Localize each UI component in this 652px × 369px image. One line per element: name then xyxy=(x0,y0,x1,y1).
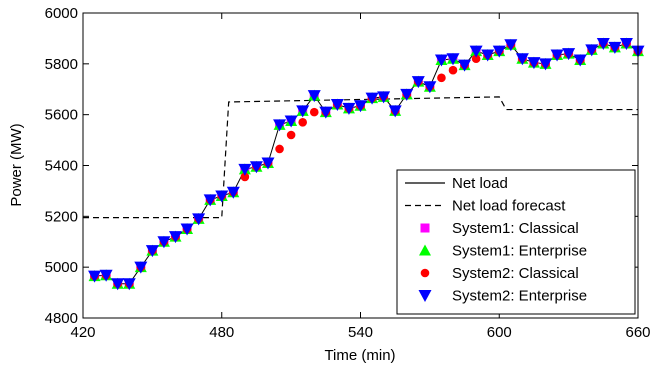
system2-enterprise-point xyxy=(446,53,460,66)
legend-label-net-load: Net load xyxy=(452,175,508,192)
y-tick-label: 5600 xyxy=(45,107,78,124)
system2-enterprise-point xyxy=(284,115,298,128)
legend-label-system2-enterprise: System2: Enterprise xyxy=(452,288,587,305)
markers-group xyxy=(88,37,645,291)
system2-enterprise-point xyxy=(307,90,321,103)
system2-enterprise-point xyxy=(122,278,136,291)
system2-enterprise-point xyxy=(203,194,217,207)
system2-enterprise-point xyxy=(157,236,171,249)
system2-enterprise-point xyxy=(319,106,333,119)
system2-enterprise-point xyxy=(111,278,125,291)
system2-enterprise-point xyxy=(342,102,356,115)
system2-enterprise-point xyxy=(226,186,240,199)
system2-enterprise-point xyxy=(481,49,495,62)
system2-enterprise-point xyxy=(423,81,437,94)
y-axis: 4800 5000 5200 5400 5600 5800 6000 xyxy=(45,5,638,327)
y-tick-label: 6000 xyxy=(45,5,78,22)
system2-enterprise-point xyxy=(515,53,529,66)
system2-enterprise-point xyxy=(238,163,252,176)
system2-enterprise-point xyxy=(585,44,599,57)
legend-label-system2-classical: System2: Classical xyxy=(452,265,579,282)
legend-label-system1-enterprise: System1: Enterprise xyxy=(452,243,587,260)
system2-enterprise-point xyxy=(388,105,402,118)
legend-box xyxy=(396,169,636,315)
system2-enterprise-point xyxy=(145,245,159,258)
x-tick-label: 420 xyxy=(70,324,95,341)
system2-enterprise-point xyxy=(596,38,610,50)
system2-enterprise-point xyxy=(377,91,391,104)
system2-enterprise-point xyxy=(249,161,263,174)
system2-enterprise-point xyxy=(434,54,448,67)
y-tick-label: 5400 xyxy=(45,158,78,175)
y-axis-title: Power (MW) xyxy=(8,123,25,206)
system2-enterprise-point xyxy=(469,45,483,58)
system2-enterprise-point xyxy=(273,119,287,132)
system2-classical-point xyxy=(471,54,481,64)
legend: Net load Net load forecast System1: Classi… xyxy=(396,169,636,315)
system2-enterprise-point xyxy=(550,49,564,62)
system2-enterprise-point xyxy=(400,88,414,101)
y-tick-label: 5800 xyxy=(45,56,78,73)
legend-swatch-system2-classical xyxy=(420,268,430,278)
system2-enterprise-point xyxy=(539,58,552,71)
system2-enterprise-point xyxy=(492,45,506,58)
system2-enterprise-point xyxy=(619,38,633,50)
y-tick-label: 5000 xyxy=(45,259,78,276)
x-axis: 420 480 540 600 660 xyxy=(70,13,651,341)
legend-swatch-system1-classical xyxy=(420,223,430,233)
legend-label-net-load-forecast: Net load forecast xyxy=(452,198,566,215)
legend-swatch-system2-enterprise xyxy=(418,290,432,302)
x-tick-label: 600 xyxy=(487,324,512,341)
system2-enterprise-point xyxy=(261,157,275,170)
system2-enterprise-point xyxy=(562,48,576,61)
x-tick-label: 540 xyxy=(348,324,373,341)
system2-enterprise-point xyxy=(504,39,518,52)
system2-classical-point xyxy=(448,65,458,75)
y-tick-label: 4800 xyxy=(45,310,78,327)
system2-classical-point xyxy=(298,117,307,127)
system2-enterprise-point xyxy=(573,54,587,67)
system2-enterprise-point xyxy=(458,59,472,72)
x-axis-title: Time (min) xyxy=(324,347,395,364)
system2-enterprise-point xyxy=(134,261,148,274)
system2-enterprise-point xyxy=(180,223,194,236)
x-tick-label: 480 xyxy=(209,324,234,341)
system2-classical-point xyxy=(275,144,284,154)
system2-enterprise-point xyxy=(88,270,102,283)
system2-classical-point xyxy=(437,73,446,83)
system2-enterprise-point xyxy=(296,105,310,118)
system2-enterprise-point xyxy=(215,190,229,203)
system2-classical-point xyxy=(286,130,296,140)
system2-enterprise-point xyxy=(608,41,622,54)
y-tick-label: 5200 xyxy=(45,208,78,225)
system2-enterprise-point xyxy=(330,99,344,111)
system2-classical-point xyxy=(309,107,319,117)
system2-enterprise-point xyxy=(192,213,206,226)
x-tick-label: 660 xyxy=(625,324,650,341)
system2-enterprise-point xyxy=(99,269,113,282)
system2-enterprise-point xyxy=(411,76,425,89)
legend-label-system1-classical: System1: Classical xyxy=(452,220,579,237)
system2-enterprise-point xyxy=(365,92,379,105)
system2-enterprise-point xyxy=(354,100,367,113)
system2-classical-point xyxy=(240,172,250,182)
system2-enterprise-point xyxy=(169,231,182,244)
legend-swatch-system1-enterprise xyxy=(419,244,431,256)
system2-enterprise-point xyxy=(527,57,541,70)
